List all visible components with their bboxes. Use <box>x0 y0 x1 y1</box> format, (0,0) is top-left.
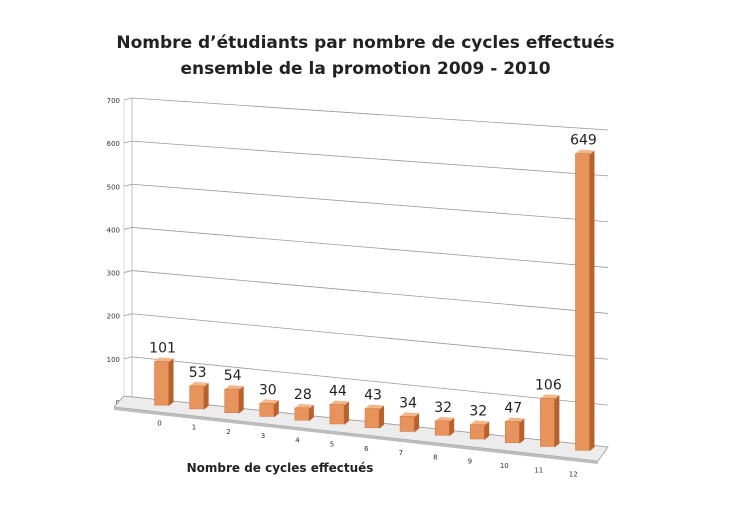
bar-side <box>414 413 420 433</box>
bar <box>224 388 239 413</box>
y-tick-mark <box>123 227 133 230</box>
x-tick-label: 12 <box>569 471 578 479</box>
data-labels: 101 53 54 30 28 44 43 34 32 32 47 106 649 <box>149 133 597 420</box>
data-label: 47 <box>504 400 522 416</box>
bar <box>154 361 169 406</box>
bar-side <box>168 358 174 407</box>
y-tick-label: 600 <box>107 140 120 148</box>
y-tick-label: 500 <box>107 183 120 191</box>
y-tick-mark <box>123 356 133 360</box>
bar-side <box>343 401 349 425</box>
data-label: 649 <box>570 133 597 149</box>
x-tick-label: 3 <box>261 432 265 440</box>
data-label: 28 <box>294 387 312 403</box>
bar-side <box>554 395 560 448</box>
x-tick-label: 11 <box>534 466 543 474</box>
y-tick-mark <box>123 270 133 273</box>
floor-edge <box>114 407 598 464</box>
y-tick-label: 400 <box>107 226 120 234</box>
bar <box>575 153 590 451</box>
bar <box>189 385 204 410</box>
bar <box>469 424 485 440</box>
x-tick-label: 10 <box>500 462 509 470</box>
chart-walls <box>123 98 133 406</box>
x-axis-label: Nombre de cycles effectués <box>186 461 374 475</box>
bar-side <box>308 404 314 422</box>
y-tick-mark <box>123 97 133 101</box>
x-tick-label: 2 <box>226 428 230 436</box>
x-tick-label: 9 <box>468 458 472 466</box>
bar-top <box>400 412 420 418</box>
x-tick-label: 6 <box>364 445 369 453</box>
bars <box>154 149 595 452</box>
data-label: 53 <box>189 365 207 381</box>
gridline <box>131 227 609 268</box>
x-tick-label: 4 <box>295 436 300 444</box>
data-label: 32 <box>434 400 452 416</box>
y-tick-label: 300 <box>107 270 120 278</box>
bar-side <box>203 382 209 410</box>
x-tick-label: 5 <box>330 441 334 449</box>
bar <box>434 420 450 436</box>
y-tick-label: 700 <box>107 97 120 105</box>
data-label: 44 <box>329 383 347 399</box>
x-tick-label: 1 <box>192 424 196 432</box>
bar-side <box>238 386 244 414</box>
bar-side <box>589 150 595 452</box>
bar-side <box>449 417 455 437</box>
gridlines <box>123 97 609 406</box>
bar-side <box>379 405 384 429</box>
data-label: 101 <box>149 340 176 356</box>
chart-floor <box>113 395 609 464</box>
y-tick-mark <box>123 183 133 187</box>
gridline <box>131 140 609 177</box>
floor-plane <box>113 395 609 462</box>
gridline <box>131 356 609 406</box>
gridline <box>131 270 609 314</box>
data-label: 32 <box>469 404 487 420</box>
chart-title: Nombre d’étudiants par nombre de cycles … <box>116 33 615 53</box>
bar-side <box>484 421 490 440</box>
bar-side <box>273 400 279 418</box>
bar <box>364 408 380 428</box>
y-tick-label: 100 <box>107 356 120 364</box>
x-tick-label: 7 <box>399 449 403 457</box>
chart-subtitle: ensemble de la promotion 2009 - 2010 <box>180 59 551 79</box>
bar <box>329 404 345 425</box>
data-label: 43 <box>364 388 382 404</box>
data-label: 34 <box>399 395 417 411</box>
bar-top <box>294 403 314 409</box>
bar-top <box>470 420 490 426</box>
x-tick-label: 8 <box>433 453 437 461</box>
data-label: 106 <box>535 377 562 393</box>
gridline <box>131 183 609 223</box>
y-tick-mark <box>123 313 133 317</box>
x-tick-label: 0 <box>157 419 161 427</box>
chart-title-block: Nombre d’étudiants par nombre de cycles … <box>0 30 731 82</box>
bar <box>399 416 415 432</box>
data-label: 30 <box>259 382 277 398</box>
gridline <box>131 313 609 360</box>
gridline <box>131 97 609 131</box>
bar <box>540 398 555 447</box>
bar <box>294 407 310 421</box>
bar <box>505 421 520 443</box>
bar-top <box>224 385 244 391</box>
bar-side <box>519 418 525 444</box>
y-tick-label: 200 <box>107 313 120 321</box>
y-tick-mark <box>123 140 133 144</box>
data-label: 54 <box>224 368 242 384</box>
bar <box>259 403 275 417</box>
